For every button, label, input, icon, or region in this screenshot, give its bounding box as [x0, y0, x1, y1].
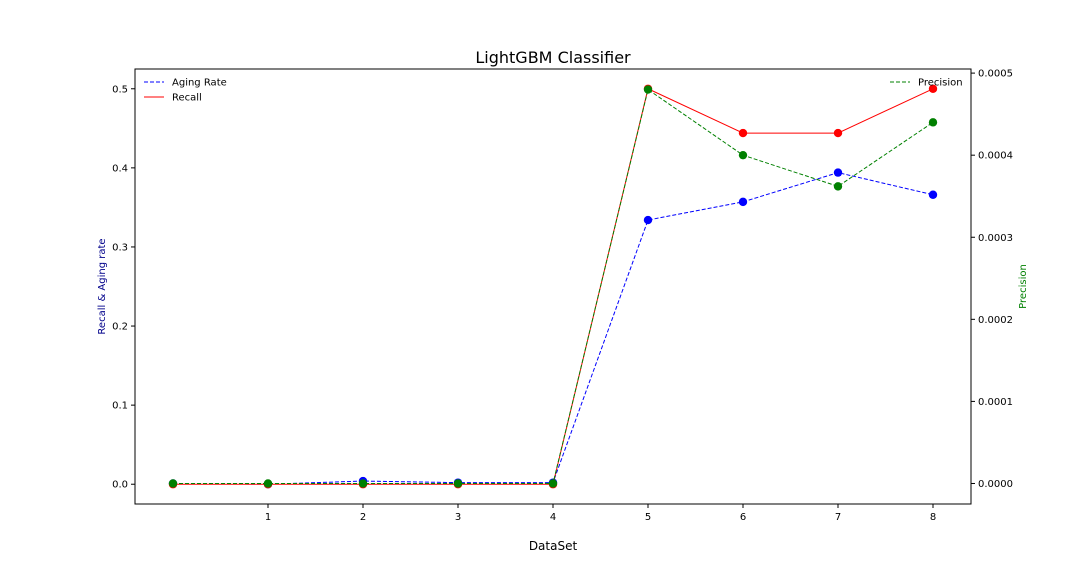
series-point-aging-rate: [928, 190, 938, 199]
x-tick-label: 6: [740, 512, 746, 523]
axes: 1 2 3 4 5 6 7 8 0.0 0.1 0.2 0.3 0.4 0.5 0.0000 0.0001 0.…: [112, 68, 1013, 523]
series-point-recall: [738, 128, 748, 138]
y-axis-left-label: Recall & Aging rate: [97, 238, 108, 334]
y-left-tick-label: 0.5: [112, 84, 128, 95]
series-point-precision: [453, 479, 463, 488]
legend: Aging Rate Recall Precision: [144, 78, 963, 104]
x-tick-label: 1: [265, 512, 271, 523]
y-left-tick-label: 0.4: [112, 163, 128, 174]
x-tick-label: 5: [645, 512, 651, 523]
x-tick-label: 3: [455, 512, 461, 523]
y-left-tick-label: 0.0: [112, 480, 128, 491]
legend-label: Aging Rate: [172, 78, 227, 89]
series-point-precision: [738, 150, 748, 160]
y-right-tick-label: 0.0005: [978, 69, 1013, 80]
series-point-precision: [833, 182, 843, 191]
y-left-tick-label: 0.1: [112, 401, 128, 412]
x-tick-label: 8: [930, 512, 936, 523]
series-point-recall: [928, 84, 938, 93]
x-tick-label: 4: [550, 512, 556, 523]
y-right-tick-label: 0.0001: [978, 397, 1013, 408]
series-point-precision: [168, 479, 178, 488]
series-point-aging-rate: [833, 168, 843, 177]
y-right-tick-label: 0.0003: [978, 233, 1013, 244]
y-left-tick-label: 0.2: [112, 322, 128, 333]
y-left-tick-label: 0.3: [112, 242, 128, 253]
series-point-precision: [548, 479, 558, 488]
series-point-precision: [263, 479, 273, 488]
y-right-tick-label: 0.0000: [978, 479, 1013, 490]
series-point-aging-rate: [643, 215, 653, 225]
series-point-precision: [358, 479, 368, 488]
x-tick-label: 2: [360, 512, 366, 523]
series-point-precision: [643, 85, 653, 94]
x-tick-label: 7: [835, 512, 841, 523]
legend-label: Recall: [172, 93, 202, 104]
y-right-tick-label: 0.0002: [978, 315, 1013, 326]
series-point-precision: [928, 118, 938, 127]
chart-title: LightGBM Classifier: [475, 48, 631, 67]
y-axis-right-label: Precision: [1018, 264, 1029, 309]
legend-label: Precision: [918, 78, 963, 89]
y-right-tick-label: 0.0004: [978, 151, 1013, 162]
x-axis-label: DataSet: [529, 539, 578, 553]
series-point-recall: [833, 128, 843, 138]
series-group: [168, 84, 938, 489]
series-point-aging-rate: [738, 197, 748, 207]
